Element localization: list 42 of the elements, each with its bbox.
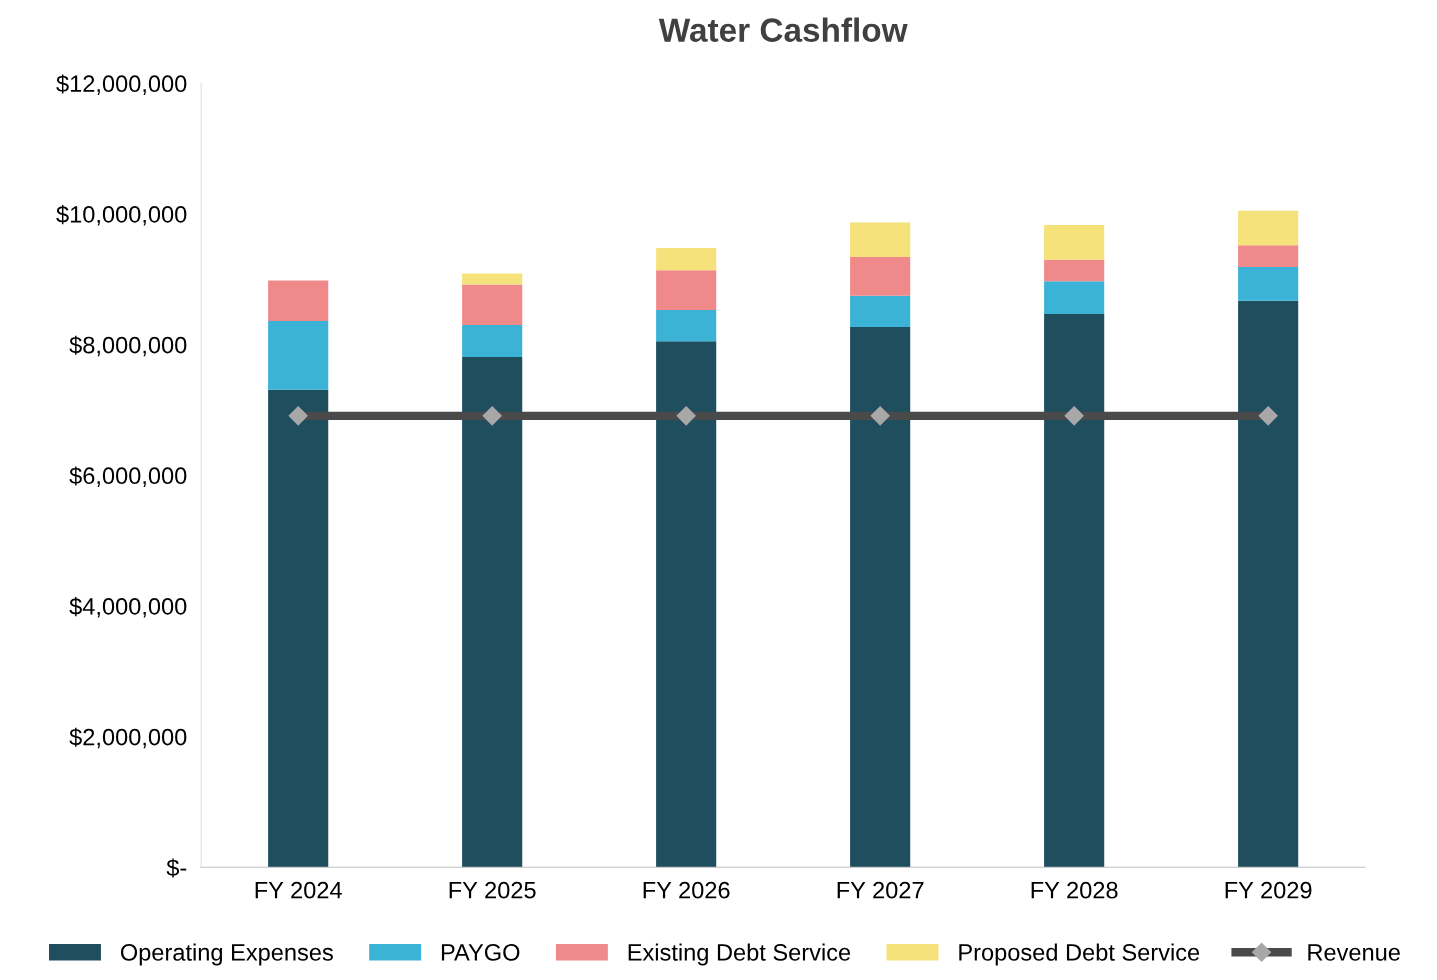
x-tick-label: FY 2026 [643,881,730,899]
bar [1044,313,1105,868]
bar [656,247,717,271]
chart-title: Water Cashflow [658,17,908,42]
legend-label: Existing Debt Service [628,943,851,966]
bar [268,280,329,322]
bar [1238,210,1299,246]
bar [268,389,329,868]
bar [1044,225,1105,260]
bar [1238,300,1299,868]
legend-label: Proposed Debt Service [959,943,1200,966]
bar [850,295,911,327]
bar [850,257,911,296]
y-tick-label: $4,000,000 [69,597,187,618]
bar [850,222,911,258]
bar [1238,245,1299,267]
y-tick-label: $- [166,858,187,878]
bar [462,284,523,326]
x-tick-label: FY 2024 [255,881,342,899]
bar [850,326,911,868]
y-tick-label: $8,000,000 [69,335,187,357]
bar [462,273,523,285]
bar [462,357,523,868]
x-tick-label: FY 2028 [1031,881,1118,899]
x-tick-label: FY 2027 [837,881,924,899]
y-tick-label: $12,000,000 [56,74,187,95]
bar [656,270,717,311]
bar [656,310,717,342]
bar [268,321,329,390]
legend-label: Revenue [1308,944,1400,961]
y-tick-label: $6,000,000 [69,466,187,487]
legend-label: Operating Expenses [120,943,333,966]
legend-label: PAYGO [441,944,520,961]
y-tick-label: $10,000,000 [56,205,187,226]
y-tick-label: $2,000,000 [69,727,187,749]
bar [1044,281,1105,314]
x-tick-label: FY 2029 [1225,881,1312,899]
bar [1238,266,1299,301]
bar [462,325,523,358]
bar [1044,259,1105,282]
x-tick-label: FY 2025 [449,881,536,899]
bar [656,341,717,868]
